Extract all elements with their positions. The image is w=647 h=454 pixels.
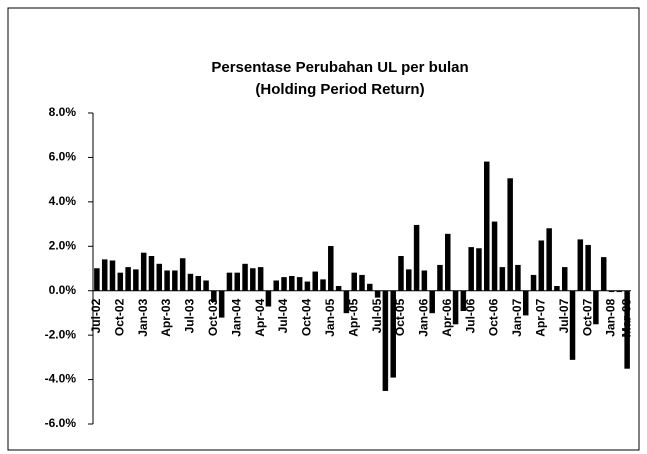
bar: [476, 248, 482, 291]
chart-title: Persentase Perubahan UL per bulan: [211, 59, 468, 76]
x-tick-label: Jan-06: [417, 298, 431, 336]
bar: [101, 259, 108, 291]
bar: [491, 221, 498, 291]
x-tick-label: Mar-08: [619, 298, 633, 337]
bar: [445, 233, 451, 291]
bar: [398, 256, 404, 291]
x-tick-label: Jan-04: [229, 298, 243, 336]
bar: [281, 277, 287, 291]
bar: [312, 271, 318, 291]
bar: [515, 264, 521, 291]
bar: [226, 272, 233, 291]
bar: [172, 270, 178, 291]
x-tick-label: Oct-04: [300, 298, 314, 336]
x-tick-label: Oct-05: [393, 298, 407, 336]
y-tick-label: -6.0%: [45, 416, 77, 430]
bar: [328, 246, 334, 291]
bar: [156, 263, 163, 291]
bar: [484, 161, 490, 291]
bar: [304, 281, 311, 291]
bar: [351, 272, 357, 291]
x-tick-label: Jan-07: [510, 298, 524, 336]
x-tick-label: Apr-04: [253, 298, 267, 336]
bar: [546, 228, 552, 291]
x-tick-label: Oct-06: [487, 298, 501, 336]
bar: [109, 260, 116, 291]
bar: [585, 244, 591, 291]
bar: [554, 286, 560, 291]
bar: [140, 252, 147, 291]
bar: [148, 256, 155, 291]
bar: [273, 280, 279, 291]
bar: [257, 267, 264, 291]
bar: [289, 276, 295, 291]
bar: [421, 270, 428, 291]
bar: [179, 258, 186, 291]
x-tick-label: Oct-03: [206, 298, 220, 336]
bar: [499, 267, 506, 291]
chart-border: [7, 7, 640, 451]
x-tick-label: Apr-03: [159, 298, 173, 336]
x-tick-label: Jul-06: [463, 298, 477, 333]
x-tick-label: Oct-02: [112, 298, 126, 336]
x-tick-label: Apr-06: [440, 298, 454, 336]
bar: [437, 264, 443, 291]
bar: [117, 272, 124, 291]
x-tick-label: Jul-02: [89, 298, 103, 333]
chart-subtitle: (Holding Period Return): [255, 81, 424, 98]
bar: [133, 269, 139, 291]
bar: [577, 239, 584, 291]
bar: [125, 267, 131, 291]
x-tick-label: Jan-08: [604, 298, 618, 336]
y-tick-label: -4.0%: [45, 372, 77, 386]
bar: [242, 263, 248, 291]
y-tick-label: 0.0%: [49, 283, 77, 297]
x-tick-label: Oct-07: [580, 298, 594, 336]
x-tick-label: Jan-03: [136, 298, 150, 336]
bar: [234, 272, 240, 291]
bar: [250, 268, 256, 291]
bar: [195, 276, 202, 291]
bar: [413, 224, 420, 291]
x-tick-label: Apr-05: [346, 298, 360, 336]
bar: [468, 247, 474, 291]
y-tick-label: 2.0%: [49, 238, 77, 252]
bar: [187, 273, 194, 291]
bar: [406, 269, 412, 291]
y-tick-label: -2.0%: [45, 327, 77, 341]
bar: [538, 240, 545, 291]
x-tick-label: Jul-04: [276, 298, 290, 333]
bar: [203, 280, 209, 291]
bar: [335, 286, 342, 291]
bar: [561, 267, 568, 291]
bar: [164, 270, 170, 291]
x-tick-label: Apr-07: [534, 298, 548, 336]
bar: [359, 274, 365, 291]
bar: [94, 268, 100, 291]
bar: [296, 277, 303, 291]
bar: [530, 274, 537, 291]
bar: [320, 279, 326, 291]
bar: [374, 290, 381, 298]
y-tick-label: 8.0%: [49, 105, 77, 119]
bar: [507, 178, 513, 291]
x-tick-label: Jul-05: [370, 298, 384, 333]
y-tick-label: 4.0%: [49, 194, 77, 208]
bar: [367, 283, 373, 291]
x-tick-label: Jul-07: [557, 298, 571, 333]
y-tick-label: 6.0%: [49, 150, 77, 164]
bar: [600, 257, 607, 291]
x-tick-label: Jul-03: [183, 298, 197, 333]
x-tick-label: Jan-05: [323, 298, 337, 336]
